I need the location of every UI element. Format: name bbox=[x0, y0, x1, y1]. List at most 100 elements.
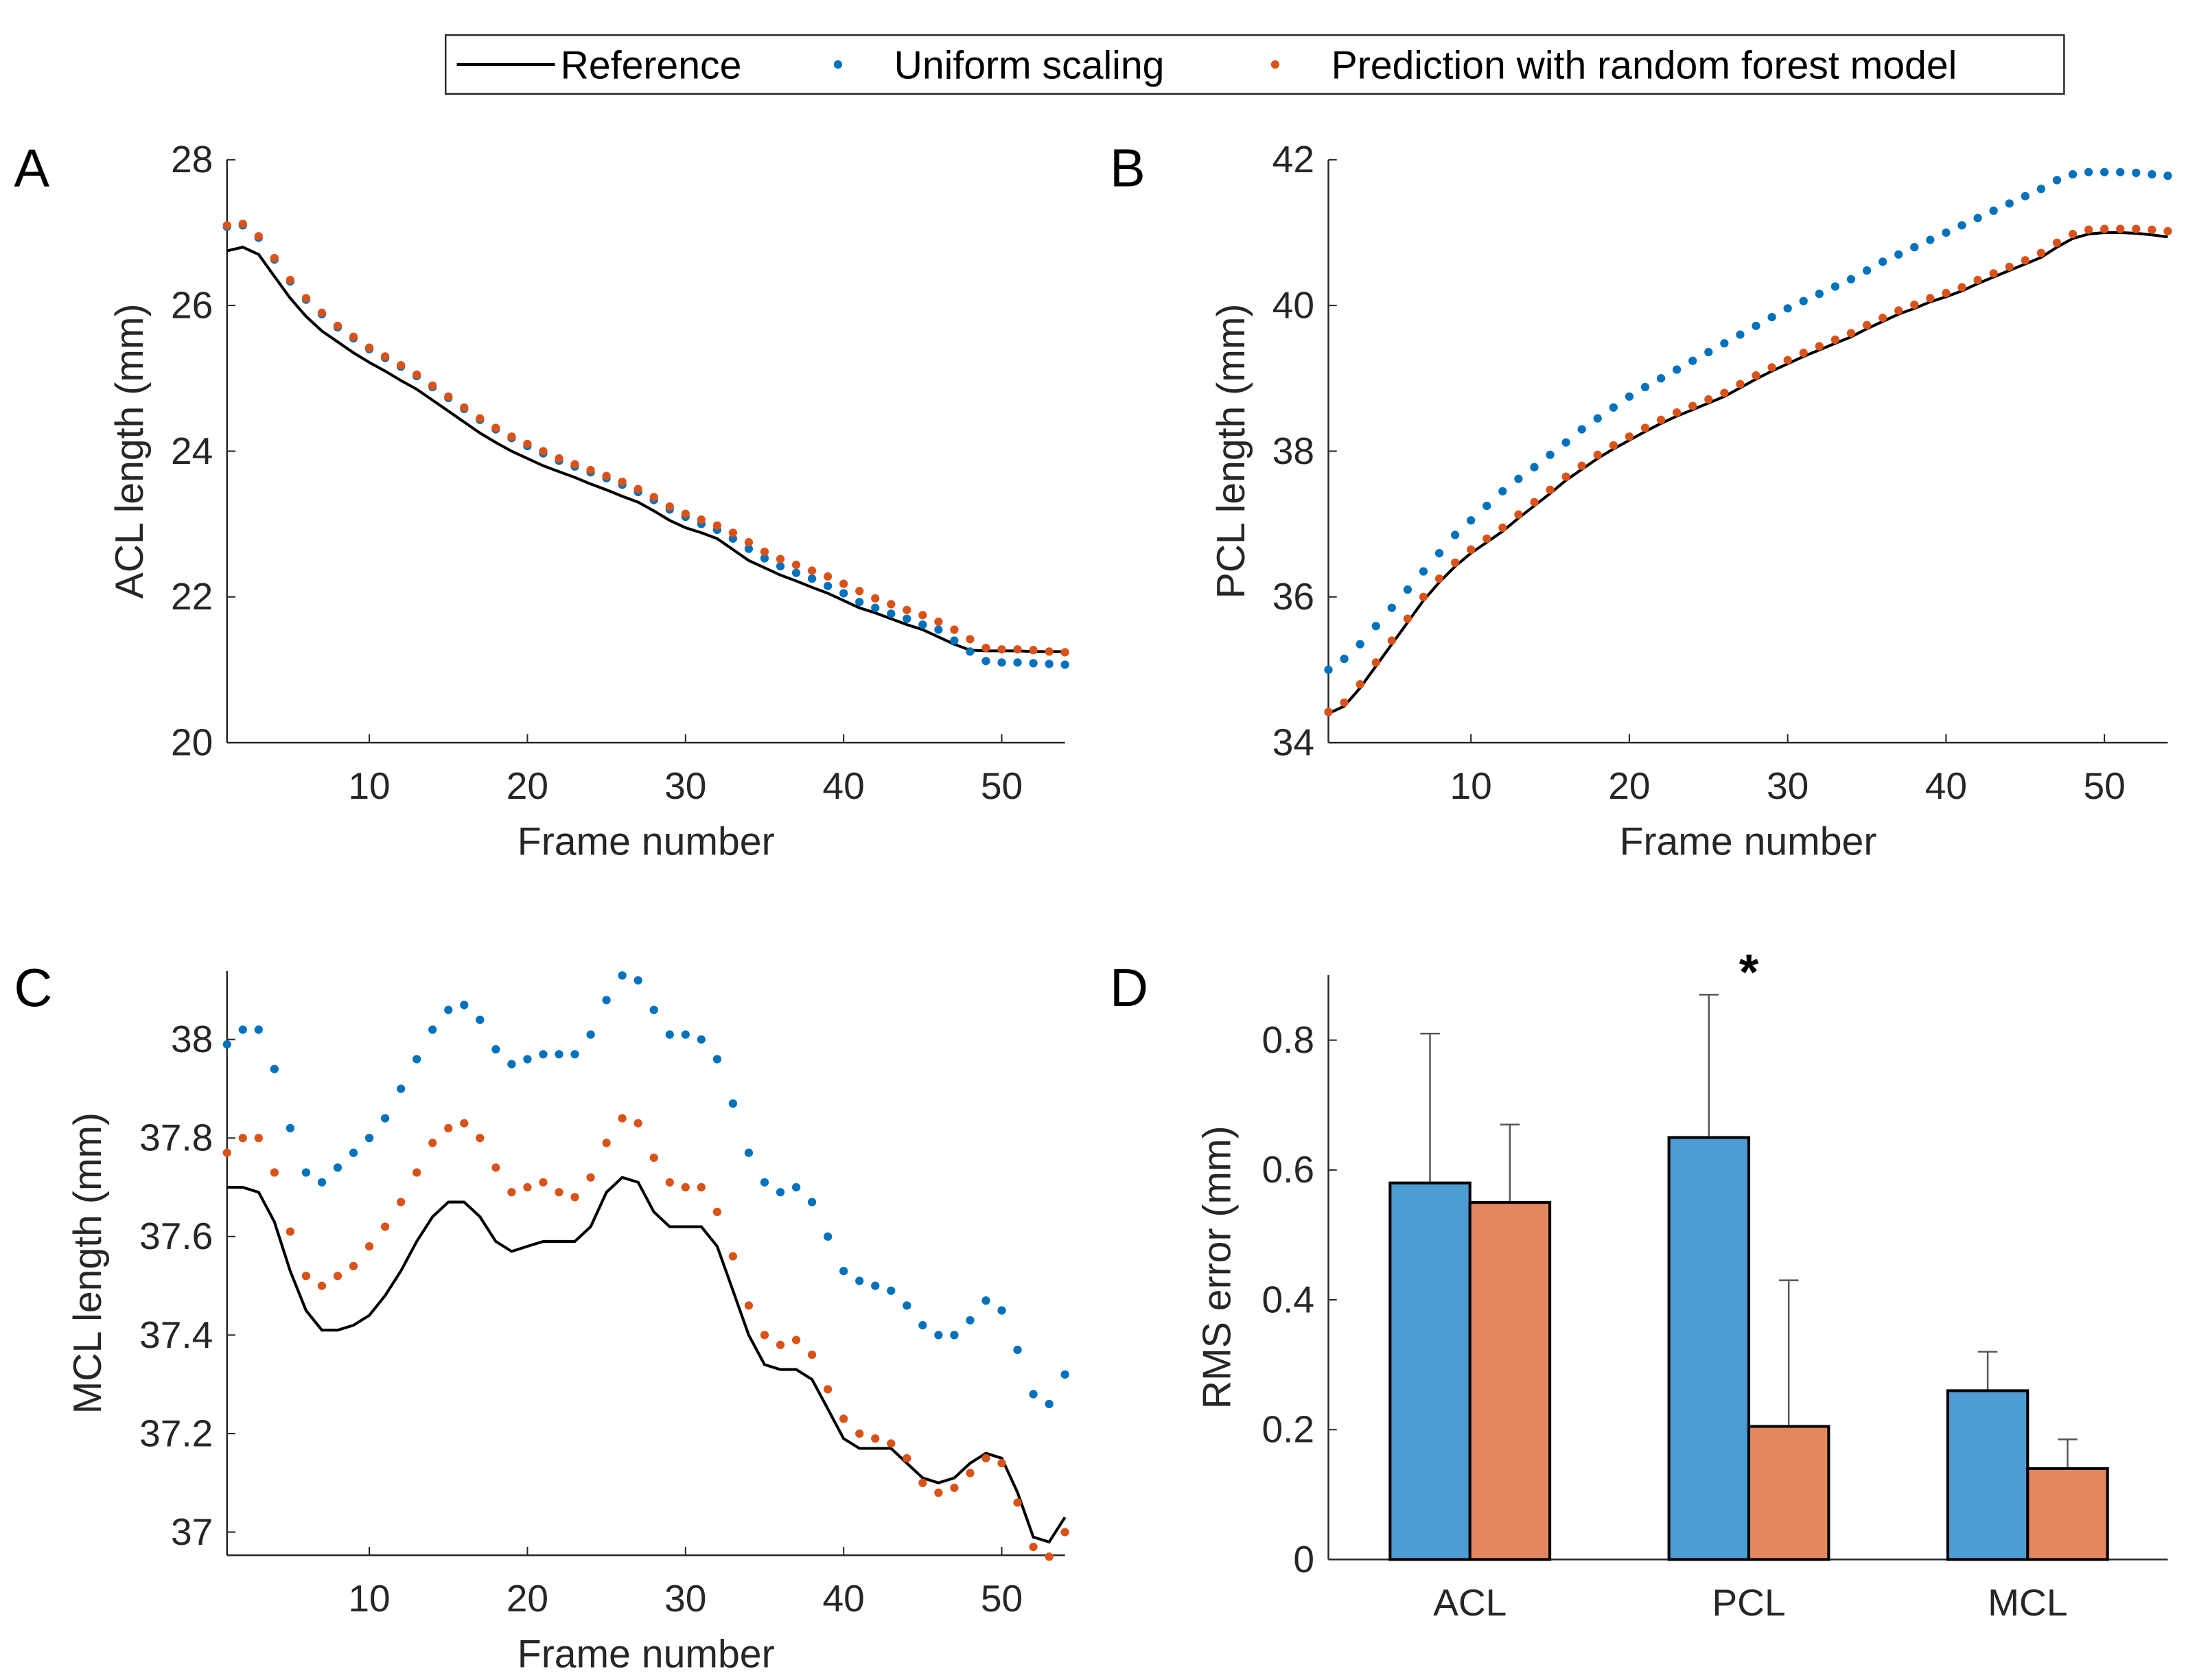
data-point bbox=[903, 614, 911, 623]
bar-mcl-prediction bbox=[2026, 1467, 2109, 1561]
data-point bbox=[1356, 680, 1364, 689]
data-point bbox=[523, 1055, 532, 1064]
data-point bbox=[1060, 1370, 1069, 1379]
reference-line bbox=[226, 1176, 1067, 1544]
data-point bbox=[618, 971, 627, 980]
data-point bbox=[950, 1331, 959, 1340]
data-point bbox=[1029, 659, 1038, 668]
panel-letter-b: B bbox=[1110, 139, 1146, 198]
data-point bbox=[1830, 335, 1840, 345]
data-point bbox=[871, 1434, 880, 1443]
data-point bbox=[507, 432, 516, 441]
data-point bbox=[887, 1286, 896, 1295]
data-point bbox=[855, 587, 864, 596]
data-point bbox=[1530, 463, 1539, 471]
data-point bbox=[1752, 371, 1760, 380]
y-tick-label: 37 bbox=[171, 1510, 213, 1553]
data-point bbox=[1045, 660, 1054, 668]
data-point bbox=[1419, 592, 1428, 601]
data-point bbox=[1467, 516, 1476, 525]
data-point bbox=[633, 1119, 642, 1128]
data-point bbox=[1910, 300, 1919, 310]
uniform-scaling-series bbox=[1324, 167, 2172, 675]
data-point bbox=[1640, 423, 1650, 432]
y-tick-label: 36 bbox=[1272, 575, 1314, 618]
data-point bbox=[903, 1301, 911, 1310]
data-point bbox=[871, 594, 880, 603]
data-point bbox=[918, 1478, 927, 1487]
data-point bbox=[1989, 206, 1998, 215]
data-point bbox=[2100, 224, 2109, 233]
legend-uniform-marker bbox=[833, 60, 843, 69]
data-point bbox=[2068, 229, 2078, 239]
data-point bbox=[966, 647, 975, 656]
data-point bbox=[1609, 403, 1618, 412]
data-point bbox=[491, 1163, 500, 1172]
data-point bbox=[364, 1242, 374, 1251]
data-point bbox=[1910, 243, 1919, 252]
data-point bbox=[839, 1414, 848, 1423]
data-point bbox=[333, 1272, 342, 1281]
data-point bbox=[460, 1119, 469, 1128]
data-point bbox=[918, 1320, 927, 1330]
data-point bbox=[428, 381, 437, 390]
legend-prediction-label: Prediction with random forest model bbox=[1332, 43, 1957, 87]
prediction-series bbox=[222, 220, 1069, 657]
data-point bbox=[333, 1163, 342, 1172]
data-point bbox=[444, 1005, 453, 1014]
data-point bbox=[681, 1030, 690, 1039]
data-point bbox=[1530, 498, 1539, 506]
x-tick-label: 10 bbox=[348, 765, 390, 807]
data-point bbox=[1704, 395, 1713, 404]
data-point bbox=[270, 253, 279, 263]
data-point bbox=[523, 1182, 532, 1192]
reference-line bbox=[226, 246, 1065, 653]
panel-c: 37 37.2 37.4 37.6 37.8 38 MCL length (mm) 10 20 3… bbox=[66, 970, 1069, 1677]
data-point bbox=[744, 538, 754, 547]
data-point bbox=[1340, 654, 1349, 664]
data-point bbox=[1846, 329, 1856, 338]
data-point bbox=[2148, 225, 2156, 234]
data-point bbox=[539, 447, 548, 456]
data-point bbox=[1783, 355, 1792, 364]
data-point bbox=[2052, 176, 2062, 185]
data-point bbox=[823, 581, 833, 590]
data-point bbox=[1973, 275, 1982, 285]
data-point bbox=[1688, 401, 1697, 410]
data-point bbox=[950, 625, 959, 634]
data-point bbox=[681, 509, 690, 518]
data-point bbox=[1013, 645, 1022, 654]
data-point bbox=[997, 1306, 1006, 1315]
data-point bbox=[2163, 226, 2172, 235]
data-point bbox=[317, 1178, 327, 1187]
data-point bbox=[728, 1099, 738, 1108]
data-point bbox=[1815, 342, 1824, 351]
data-point bbox=[460, 403, 469, 412]
bar-pcl-prediction bbox=[1747, 1425, 1830, 1561]
data-point bbox=[2021, 256, 2030, 265]
data-point bbox=[997, 1458, 1006, 1468]
data-point bbox=[966, 1469, 975, 1478]
x-tick-label: ACL bbox=[1433, 1581, 1507, 1624]
data-point bbox=[1815, 289, 1824, 299]
data-point bbox=[1752, 321, 1760, 330]
data-point bbox=[2132, 224, 2141, 233]
data-point bbox=[760, 1178, 769, 1187]
data-point bbox=[444, 392, 453, 401]
x-axis-label: Frame number bbox=[518, 1633, 775, 1677]
legend-box bbox=[445, 34, 2065, 95]
prediction-series bbox=[1324, 224, 2172, 716]
data-point bbox=[364, 1134, 374, 1143]
data-point bbox=[380, 352, 390, 361]
data-point bbox=[981, 1454, 990, 1462]
data-point bbox=[807, 566, 817, 575]
y-tick-label: 37.6 bbox=[139, 1215, 213, 1257]
data-point bbox=[1434, 548, 1444, 558]
x-tick-label: 20 bbox=[507, 1577, 548, 1620]
data-point bbox=[760, 554, 769, 563]
data-point bbox=[1498, 487, 1507, 495]
data-point bbox=[397, 1084, 406, 1093]
data-point bbox=[1593, 414, 1602, 423]
x-tick-label: 30 bbox=[664, 765, 706, 807]
